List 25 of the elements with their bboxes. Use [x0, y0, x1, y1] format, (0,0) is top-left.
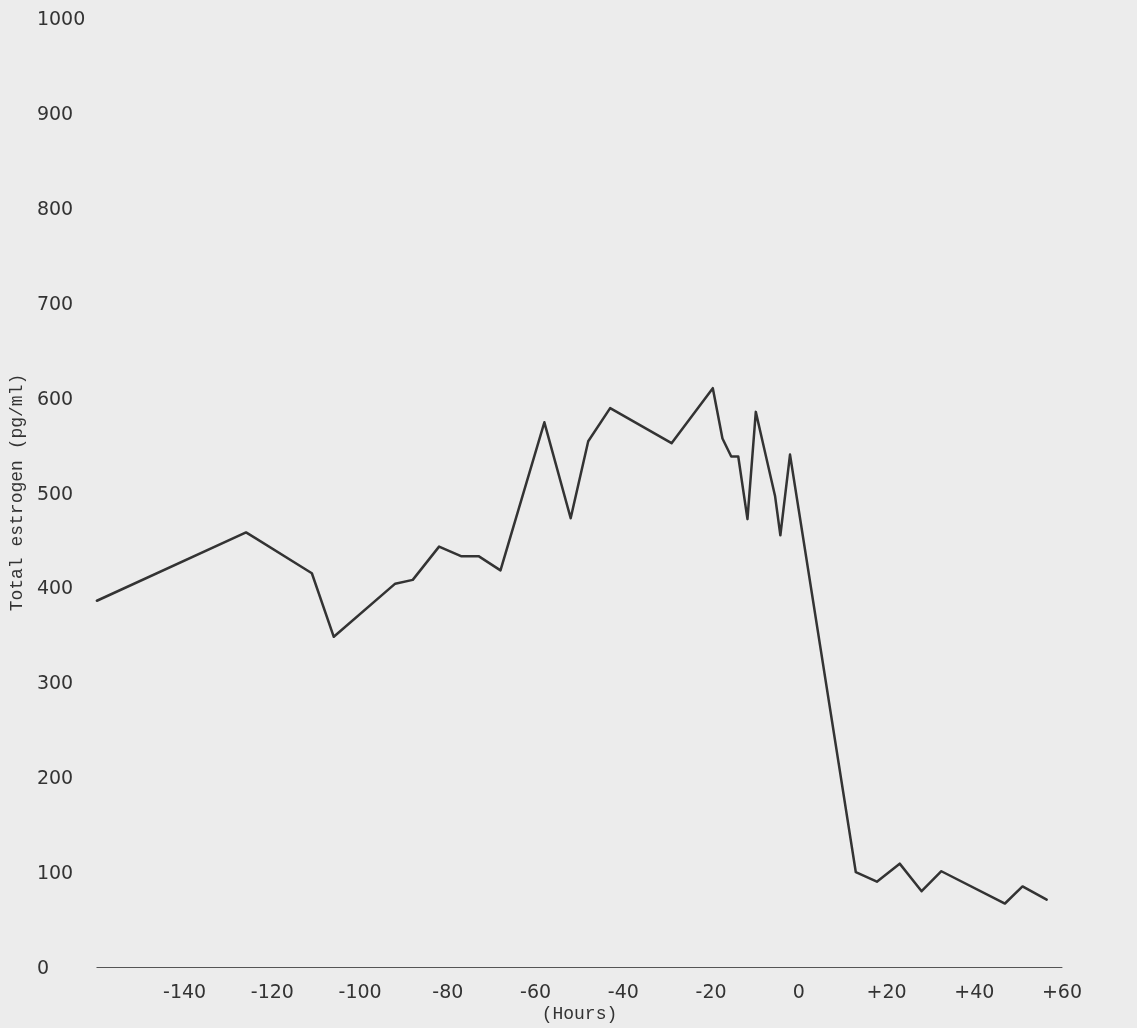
y-tick-label: 600	[36, 386, 74, 409]
x-tick-label: -100	[338, 979, 382, 1002]
x-tick-label: -20	[695, 979, 727, 1002]
y-tick-label: 0	[36, 956, 49, 979]
y-tick-label: 500	[36, 481, 74, 504]
y-axis-title: Total estrogen (pg/ml)	[7, 373, 27, 612]
y-tick-label: 1000	[36, 7, 86, 29]
x-tick-label: -80	[432, 979, 464, 1002]
x-tick-label: -60	[520, 979, 552, 1002]
y-tick-label: 300	[36, 671, 74, 694]
x-axis-title: (Hours)	[541, 1004, 618, 1024]
y-tick-label: 200	[36, 766, 74, 789]
y-tick-label: 900	[36, 101, 74, 124]
x-tick-label: +40	[954, 979, 995, 1002]
x-tick-label: 0	[792, 979, 805, 1002]
y-tick-label: 100	[36, 861, 74, 884]
x-tick-label: +20	[866, 979, 907, 1002]
x-tick-label: -40	[607, 979, 639, 1002]
x-tick-label: +60	[1041, 979, 1083, 1002]
x-tick-label: -120	[250, 979, 294, 1002]
y-tick-label: 400	[36, 576, 74, 599]
y-tick-label: 800	[36, 196, 74, 219]
y-tick-label: 700	[36, 291, 74, 314]
x-tick-label: -140	[163, 979, 207, 1002]
line-series	[95, 386, 1048, 905]
